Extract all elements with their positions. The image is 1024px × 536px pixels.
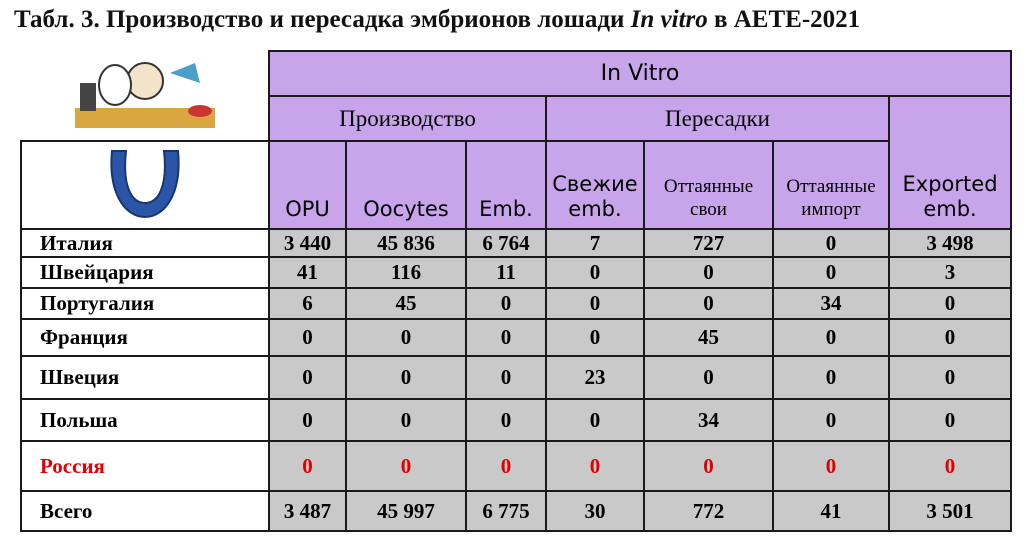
table-row: Польша 0 0 0 0 34 0 0 <box>20 398 1013 442</box>
cell-value: 0 <box>772 228 890 258</box>
cell-value: 727 <box>643 228 774 258</box>
table-title: Табл. 3. Производство и пересадка эмбрио… <box>14 6 860 34</box>
table-row: Франция 0 0 0 0 45 0 0 <box>20 318 1013 357</box>
cartoon-icon <box>74 62 215 128</box>
cell-value: 6 <box>268 287 347 320</box>
cell-value: 11 <box>465 256 547 289</box>
cell-value: 0 <box>545 256 645 289</box>
cell-value: 23 <box>545 355 645 400</box>
cell-value: 0 <box>268 440 347 492</box>
column-header: Oocytes <box>345 140 467 230</box>
cell-value: 7 <box>545 228 645 258</box>
cell-value: 41 <box>772 490 890 532</box>
title-text: в АЕТЕ-2021 <box>714 6 861 33</box>
cell-value: 0 <box>345 355 467 400</box>
cell-value: 0 <box>887 287 1013 320</box>
table-row: Швеция 0 0 0 23 0 0 0 <box>20 355 1013 400</box>
data-table: In Vitro Производство Пересадки Exported… <box>20 50 1013 532</box>
table-row: Россия 0 0 0 0 0 0 0 <box>20 440 1013 492</box>
row-label: Всего <box>20 490 270 532</box>
cell-value: 0 <box>345 318 467 357</box>
cell-value: 34 <box>643 398 774 442</box>
cell-value: 0 <box>545 398 645 442</box>
cell-value: 0 <box>772 256 890 289</box>
cell-value: 0 <box>345 398 467 442</box>
cell-value: 45 997 <box>345 490 467 532</box>
column-header: Свежие emb. <box>545 140 645 230</box>
cell-value: 0 <box>465 318 547 357</box>
column-header: Оттаянные импорт <box>772 140 890 230</box>
cell-value: 3 <box>887 256 1013 289</box>
row-label: Россия <box>20 440 270 492</box>
cartoon-cell <box>21 51 269 141</box>
row-label: Португалия <box>20 287 270 320</box>
cell-value: 0 <box>345 440 467 492</box>
title-text: Табл. 3. Производство и пересадка эмбрио… <box>14 6 625 33</box>
cell-value: 0 <box>887 355 1013 400</box>
column-header: OPU <box>268 140 347 230</box>
cell-value: 0 <box>545 287 645 320</box>
cell-value: 0 <box>545 440 645 492</box>
cell-value: 0 <box>465 440 547 492</box>
subgroup-header: Производство <box>268 95 547 142</box>
column-header: Exported emb. <box>887 95 1013 230</box>
horseshoe-cell <box>20 140 270 230</box>
subgroup-header: Пересадки <box>545 95 890 142</box>
group-header: In Vitro <box>267 50 1013 97</box>
cell-value: 772 <box>643 490 774 532</box>
table-row: Италия 3 440 45 836 6 764 7 727 0 3 498 <box>20 228 1013 258</box>
horseshoe-icon <box>110 149 180 218</box>
column-header: Emb. <box>465 140 547 230</box>
row-label: Италия <box>20 228 270 258</box>
cell-value: 41 <box>268 256 347 289</box>
cell-value: 116 <box>345 256 467 289</box>
cell-value: 0 <box>643 256 774 289</box>
cell-value: 0 <box>887 398 1013 442</box>
table-row: Португалия 6 45 0 0 0 34 0 <box>20 287 1013 320</box>
cell-value: 0 <box>465 355 547 400</box>
cell-value: 0 <box>268 398 347 442</box>
row-label: Польша <box>20 398 270 442</box>
cell-value: 0 <box>465 287 547 320</box>
cell-value: 34 <box>772 287 890 320</box>
cell-value: 0 <box>887 318 1013 357</box>
cell-value: 0 <box>643 440 774 492</box>
cell-value: 45 <box>643 318 774 357</box>
row-label: Швейцария <box>20 256 270 289</box>
table-row: Швейцария 41 116 11 0 0 0 3 <box>20 256 1013 289</box>
cell-value: 0 <box>643 355 774 400</box>
cell-value: 0 <box>772 440 890 492</box>
cell-value: 45 836 <box>345 228 467 258</box>
cell-value: 0 <box>643 287 774 320</box>
cell-value: 0 <box>268 318 347 357</box>
cell-value: 0 <box>268 355 347 400</box>
cell-value: 0 <box>772 398 890 442</box>
cell-value: 0 <box>545 318 645 357</box>
cell-value: 3 487 <box>268 490 347 532</box>
cell-value: 0 <box>772 318 890 357</box>
cell-value: 30 <box>545 490 645 532</box>
table-row: Всего 3 487 45 997 6 775 30 772 41 3 501 <box>20 490 1013 532</box>
cell-value: 6 764 <box>465 228 547 258</box>
row-label: Франция <box>20 318 270 357</box>
cell-value: 0 <box>465 398 547 442</box>
cell-value: 3 501 <box>887 490 1013 532</box>
title-italic: In vitro <box>630 6 708 33</box>
column-header: Оттаянные свои <box>643 140 774 230</box>
cell-value: 3 498 <box>887 228 1013 258</box>
cell-value: 0 <box>772 355 890 400</box>
cell-value: 45 <box>345 287 467 320</box>
cell-value: 3 440 <box>268 228 347 258</box>
cell-value: 6 775 <box>465 490 547 532</box>
row-label: Швеция <box>20 355 270 400</box>
cell-value: 0 <box>887 440 1013 492</box>
